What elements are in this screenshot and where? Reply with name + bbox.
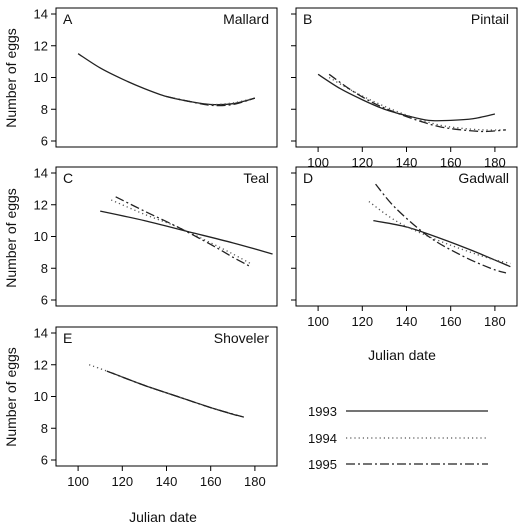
series-line-1993 — [111, 372, 238, 417]
y-tick-label: 12 — [34, 197, 48, 212]
plot-frame — [55, 166, 278, 307]
y-tick-label: 12 — [34, 38, 48, 53]
panel-letter: A — [63, 11, 73, 27]
x-tick-label: 120 — [111, 474, 133, 489]
panel-pintail: 100 120 140 160 180 B Pintail — [291, 7, 518, 170]
y-tick-label: 14 — [34, 7, 48, 22]
series-line-1993 — [100, 210, 273, 255]
series-line-1994 — [328, 76, 506, 131]
y-axis-label-row3: Number of eggs — [3, 347, 19, 447]
y-tick-label: 6 — [41, 453, 48, 468]
x-tick-label: 160 — [200, 474, 222, 489]
y-tick-label: 10 — [34, 389, 48, 404]
x-axis-label-left: Julian date — [129, 509, 197, 525]
series-line-1995 — [115, 196, 251, 268]
y-axis-label-row1: Number of eggs — [3, 28, 19, 128]
x-tick-label: 160 — [440, 155, 462, 170]
x-tick-label: 160 — [440, 314, 462, 329]
x-axis-label-right: Julian date — [368, 347, 436, 363]
series-line-1995 — [375, 183, 507, 274]
panel-title: Gadwall — [458, 170, 509, 186]
legend-label-1995: 1995 — [308, 457, 337, 472]
panel-letter: C — [63, 170, 73, 186]
series-line-1994 — [368, 201, 511, 265]
legend-label-1994: 1994 — [308, 431, 337, 446]
series-line-1993 — [373, 219, 511, 268]
plot-frame — [55, 326, 278, 467]
y-tick-label: 8 — [41, 102, 48, 117]
y-tick-label: 10 — [34, 70, 48, 85]
panel-title: Teal — [243, 170, 269, 186]
legend: 1993 1994 1995 — [308, 404, 488, 472]
panel-title: Shoveler — [214, 330, 270, 346]
x-tick-label: 100 — [307, 314, 329, 329]
plot-frame — [295, 166, 518, 307]
x-tick-label: 100 — [307, 155, 329, 170]
y-tick-label: 8 — [41, 421, 48, 436]
panel-letter: E — [63, 330, 72, 346]
y-tick-label: 10 — [34, 229, 48, 244]
x-tick-label: 180 — [484, 155, 506, 170]
y-tick-label: 14 — [34, 166, 48, 181]
x-tick-label: 120 — [351, 314, 373, 329]
panel-shoveler: 6 8 10 12 14 100 120 140 160 180 E Shoveler — [34, 326, 278, 489]
y-tick-label: 12 — [34, 357, 48, 372]
y-axis-label-row2: Number of eggs — [3, 188, 19, 288]
panel-letter: D — [303, 170, 313, 186]
panel-title: Pintail — [471, 11, 509, 27]
y-tick-label: 6 — [41, 134, 48, 149]
x-tick-label: 120 — [351, 155, 373, 170]
panel-title: Mallard — [223, 11, 269, 27]
series-line-1993 — [317, 73, 496, 122]
series-line-1995 — [166, 95, 256, 107]
series-line-1994 — [110, 199, 251, 265]
x-tick-label: 180 — [244, 474, 266, 489]
series-line-1995 — [106, 370, 245, 418]
panel-mallard: 6 8 10 12 14 A Mallard — [34, 7, 278, 149]
series-line-1995 — [328, 73, 506, 133]
x-tick-label: 140 — [396, 155, 418, 170]
x-tick-label: 140 — [156, 474, 178, 489]
y-tick-label: 6 — [41, 293, 48, 308]
x-tick-label: 180 — [484, 314, 506, 329]
y-tick-label: 8 — [41, 261, 48, 276]
panel-letter: B — [303, 11, 312, 27]
x-tick-label: 100 — [67, 474, 89, 489]
legend-label-1993: 1993 — [308, 404, 337, 419]
panel-gadwall: 100 120 140 160 180 D Gadwall — [291, 166, 518, 329]
panels: 6 8 10 12 14 A Mallard 100 120 140 160 180 B Pintail 6… — [34, 7, 518, 489]
series-line-1994 — [166, 95, 256, 106]
plot-frame — [55, 7, 278, 148]
y-tick-label: 14 — [34, 326, 48, 341]
panel-teal: 6 8 10 12 14 C Teal — [34, 166, 278, 308]
x-tick-label: 140 — [396, 314, 418, 329]
